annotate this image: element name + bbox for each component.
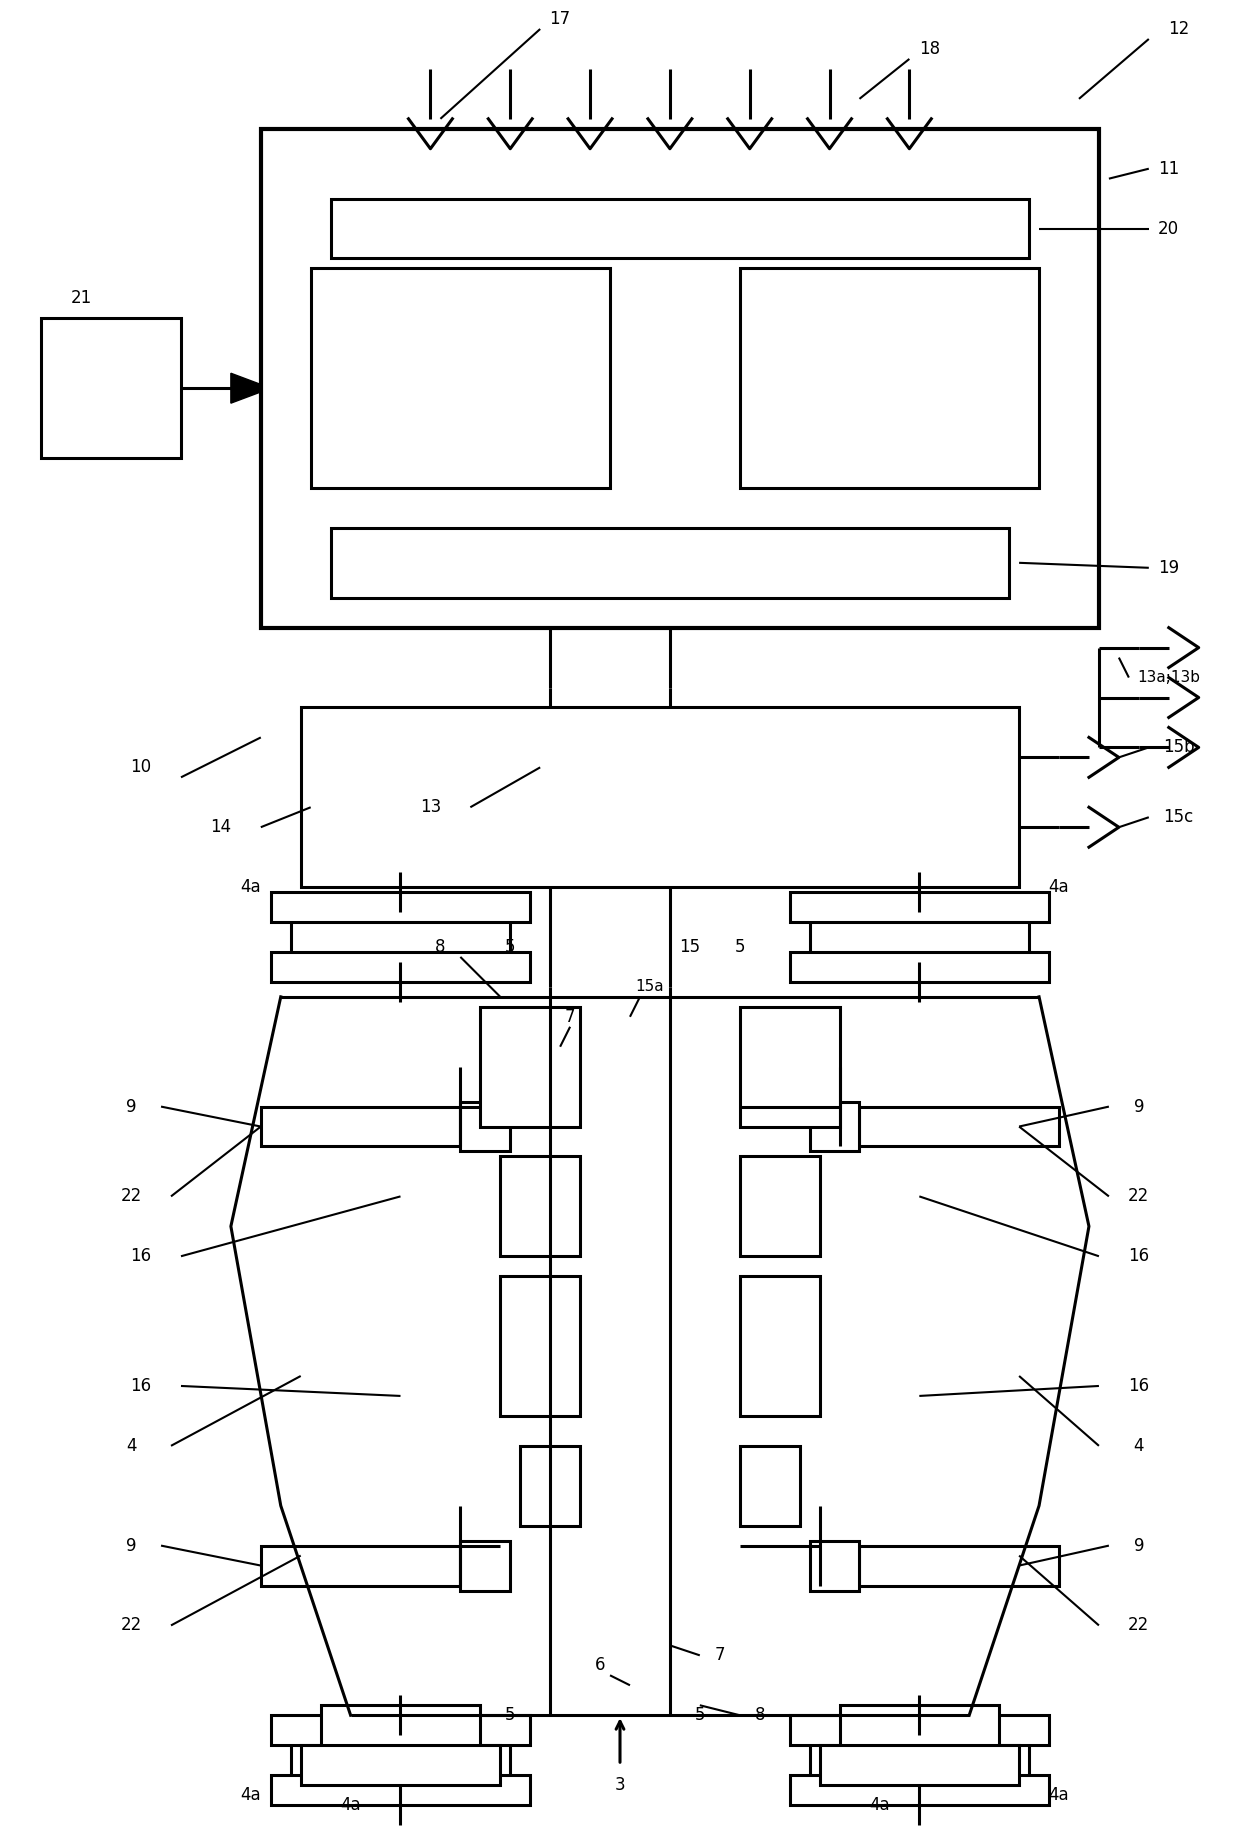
Text: 4a: 4a [241, 1786, 262, 1805]
Text: 5: 5 [505, 938, 516, 957]
Bar [790, 951, 1049, 983]
Bar [290, 1734, 510, 1784]
Bar [41, 318, 181, 458]
Text: 17: 17 [549, 9, 570, 28]
Text: 16: 16 [130, 1378, 151, 1394]
Text: 7: 7 [565, 1008, 575, 1025]
Bar [740, 268, 1039, 488]
Bar [500, 1156, 580, 1256]
Text: 16: 16 [1128, 1378, 1149, 1394]
Text: 9: 9 [125, 1537, 136, 1555]
Text: 6: 6 [595, 1657, 605, 1675]
Text: 8: 8 [754, 1707, 765, 1725]
Text: 13a;13b: 13a;13b [1137, 670, 1200, 685]
Text: 11: 11 [1158, 159, 1179, 177]
Bar [859, 1546, 1059, 1585]
Bar [740, 1007, 839, 1127]
Bar [500, 1276, 580, 1417]
Bar [740, 1446, 800, 1526]
Bar [321, 1705, 480, 1755]
Bar [301, 707, 1019, 887]
Text: 7: 7 [714, 1646, 725, 1664]
Bar [859, 1106, 1059, 1147]
Bar [260, 129, 1099, 628]
Text: 4a: 4a [1049, 1786, 1069, 1805]
Text: 9: 9 [125, 1097, 136, 1116]
Bar [810, 1101, 859, 1151]
Text: 3: 3 [615, 1777, 625, 1793]
Bar [331, 199, 1029, 259]
Text: 22: 22 [1128, 1188, 1149, 1206]
Bar [790, 892, 1049, 922]
Bar [260, 1546, 460, 1585]
Text: 20: 20 [1158, 220, 1179, 238]
Text: 8: 8 [435, 938, 445, 957]
Polygon shape [231, 373, 270, 403]
Text: 5: 5 [694, 1707, 706, 1725]
Text: 15c: 15c [1163, 809, 1194, 826]
Text: 12: 12 [1168, 20, 1189, 39]
Text: 21: 21 [71, 290, 92, 307]
Bar [820, 1745, 1019, 1784]
Bar [331, 528, 1009, 598]
Bar [460, 1101, 510, 1151]
Text: 15a: 15a [636, 979, 665, 994]
Bar [790, 1775, 1049, 1805]
Text: 15b: 15b [1163, 739, 1194, 757]
Text: 4a: 4a [241, 877, 262, 896]
Text: 9: 9 [1133, 1537, 1145, 1555]
Text: 22: 22 [120, 1616, 141, 1635]
Bar [790, 1716, 1049, 1745]
Bar [810, 1734, 1029, 1784]
Bar [270, 1716, 531, 1745]
Text: 15: 15 [680, 938, 701, 957]
Text: 4a: 4a [340, 1795, 361, 1814]
Text: 5: 5 [734, 938, 745, 957]
Bar [460, 1540, 510, 1590]
Text: 22: 22 [1128, 1616, 1149, 1635]
Bar [270, 1775, 531, 1805]
Bar [270, 951, 531, 983]
Bar [810, 912, 1029, 962]
Bar [521, 1446, 580, 1526]
Text: 9: 9 [1133, 1097, 1145, 1116]
Text: 4: 4 [125, 1437, 136, 1455]
Bar [740, 1156, 820, 1256]
Text: 5: 5 [505, 1707, 516, 1725]
Bar [260, 1106, 460, 1147]
Text: 13: 13 [420, 798, 441, 816]
Bar [740, 1276, 820, 1417]
Bar [270, 892, 531, 922]
Bar [810, 1540, 859, 1590]
Text: 19: 19 [1158, 560, 1179, 576]
Bar [480, 1007, 580, 1127]
Bar [839, 1705, 999, 1755]
Text: 4a: 4a [1049, 877, 1069, 896]
Text: 4a: 4a [869, 1795, 890, 1814]
Bar [311, 268, 610, 488]
Bar [301, 1745, 500, 1784]
Text: 14: 14 [211, 818, 232, 837]
Text: 16: 16 [130, 1247, 151, 1265]
Text: 10: 10 [130, 759, 151, 776]
Text: 22: 22 [120, 1188, 141, 1206]
Text: 18: 18 [919, 41, 940, 57]
Text: 16: 16 [1128, 1247, 1149, 1265]
Text: 4: 4 [1133, 1437, 1145, 1455]
Bar [290, 912, 510, 962]
